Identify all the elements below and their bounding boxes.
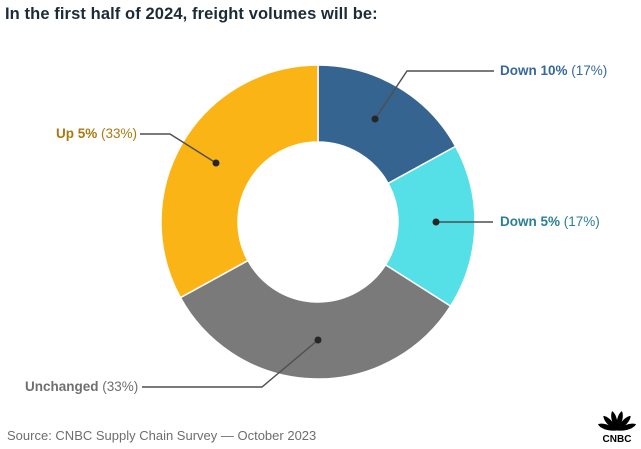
cnbc-logo-text: CNBC xyxy=(603,434,632,444)
leader-dot-down10 xyxy=(371,115,379,123)
leader-dot-unchanged xyxy=(314,336,322,344)
page-title: In the first half of 2024, freight volum… xyxy=(5,5,378,23)
peacock-feather xyxy=(603,415,617,431)
leader-lines xyxy=(140,70,494,388)
peacock-feather xyxy=(617,423,637,431)
leader-dot-down5 xyxy=(432,218,440,226)
leader-dot-up5 xyxy=(212,159,220,167)
segment-label: Up 5% xyxy=(55,126,98,141)
segment-label: Down 5% xyxy=(500,214,561,229)
leader-dots xyxy=(212,115,440,344)
leader-line-down10 xyxy=(374,70,494,120)
segment-label: Unchanged xyxy=(25,379,99,394)
leader-line-up5 xyxy=(140,133,217,164)
callout-down10: Down 10% (17%) xyxy=(500,63,607,79)
peacock-feather xyxy=(611,411,618,431)
leader-line-unchanged xyxy=(142,339,319,388)
segment-label: Down 10% xyxy=(500,63,568,78)
source-attribution: Source: CNBC Supply Chain Survey — Octob… xyxy=(7,428,317,443)
callout-unchanged: Unchanged (33%) xyxy=(25,379,138,395)
peacock-feather xyxy=(616,411,623,431)
segment-value: (17%) xyxy=(563,214,600,229)
callout-up5: Up 5% (33%) xyxy=(0,126,137,142)
peacock-feather xyxy=(597,423,617,431)
donut-segment-unchanged xyxy=(179,259,452,380)
peacock-feather xyxy=(617,415,631,431)
donut-segment-down-10- xyxy=(317,64,457,185)
cnbc-logo: CNBC xyxy=(597,411,637,444)
segment-value: (33%) xyxy=(102,379,139,394)
peacock-icon: CNBC xyxy=(597,411,637,444)
donut-segment-up-5- xyxy=(160,64,319,299)
segment-value: (33%) xyxy=(100,126,137,141)
donut-slices xyxy=(160,64,476,380)
donut-segment-down-5- xyxy=(384,145,476,308)
segment-value: (17%) xyxy=(571,63,608,78)
callout-down5: Down 5% (17%) xyxy=(500,214,600,230)
